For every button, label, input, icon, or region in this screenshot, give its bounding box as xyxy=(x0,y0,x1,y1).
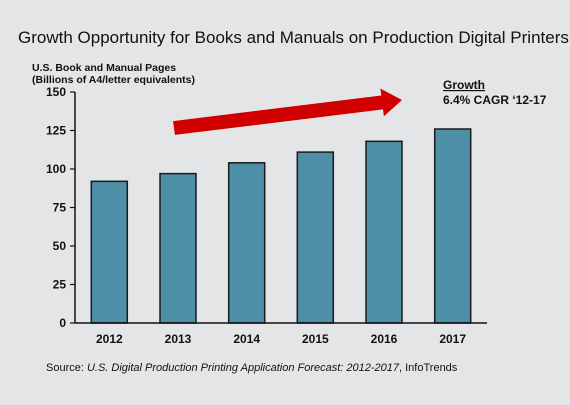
y-axis-label: U.S. Book and Manual Pages (Billions of … xyxy=(32,62,195,86)
axes-group: 2012 2013 2014 2015 2016 2017 0 25 50 75 100 125 150 xyxy=(46,85,487,346)
source-title: U.S. Digital Production Printing Applica… xyxy=(86,362,400,374)
x-tick-label-2017: 2017 xyxy=(439,332,466,346)
bar-2015 xyxy=(296,151,335,324)
growth-arrow-group xyxy=(173,88,402,135)
y-axis-label-line1: U.S. Book and Manual Pages xyxy=(32,62,177,74)
bar-2013 xyxy=(159,172,197,324)
bars-group xyxy=(90,128,472,324)
y-tick-label-150: 150 xyxy=(46,85,66,99)
bar-2016 xyxy=(365,140,403,324)
bar-2012 xyxy=(90,180,129,324)
source-note: Source: U.S. Digital Production Printing… xyxy=(46,362,457,374)
bar-2017 xyxy=(433,128,472,324)
y-axis-label-line2: (Billions of A4/letter equivalents) xyxy=(32,74,195,86)
x-tick-label-2015: 2015 xyxy=(302,332,329,346)
y-tick-label-0: 0 xyxy=(59,316,66,330)
annotation-title: Growth xyxy=(443,78,485,92)
x-tick-label-2016: 2016 xyxy=(371,332,398,346)
x-tick-label-2012: 2012 xyxy=(96,332,123,346)
annotation-text: 6.4% CAGR ‘12-17 xyxy=(443,93,547,107)
y-tick-label-25: 25 xyxy=(53,278,67,292)
bar-2014 xyxy=(227,162,266,324)
x-tick-label-2014: 2014 xyxy=(233,332,260,346)
source-prefix: Source: xyxy=(46,362,87,374)
y-tick-label-75: 75 xyxy=(53,201,67,215)
chart-title: Growth Opportunity for Books and Manuals… xyxy=(18,28,569,47)
source-suffix: , InfoTrends xyxy=(399,362,458,374)
x-tick-label-2013: 2013 xyxy=(165,332,192,346)
y-tick-label-50: 50 xyxy=(53,239,67,253)
growth-arrow xyxy=(173,88,402,135)
y-tick-label-125: 125 xyxy=(46,124,66,138)
y-tick-label-100: 100 xyxy=(46,162,66,176)
